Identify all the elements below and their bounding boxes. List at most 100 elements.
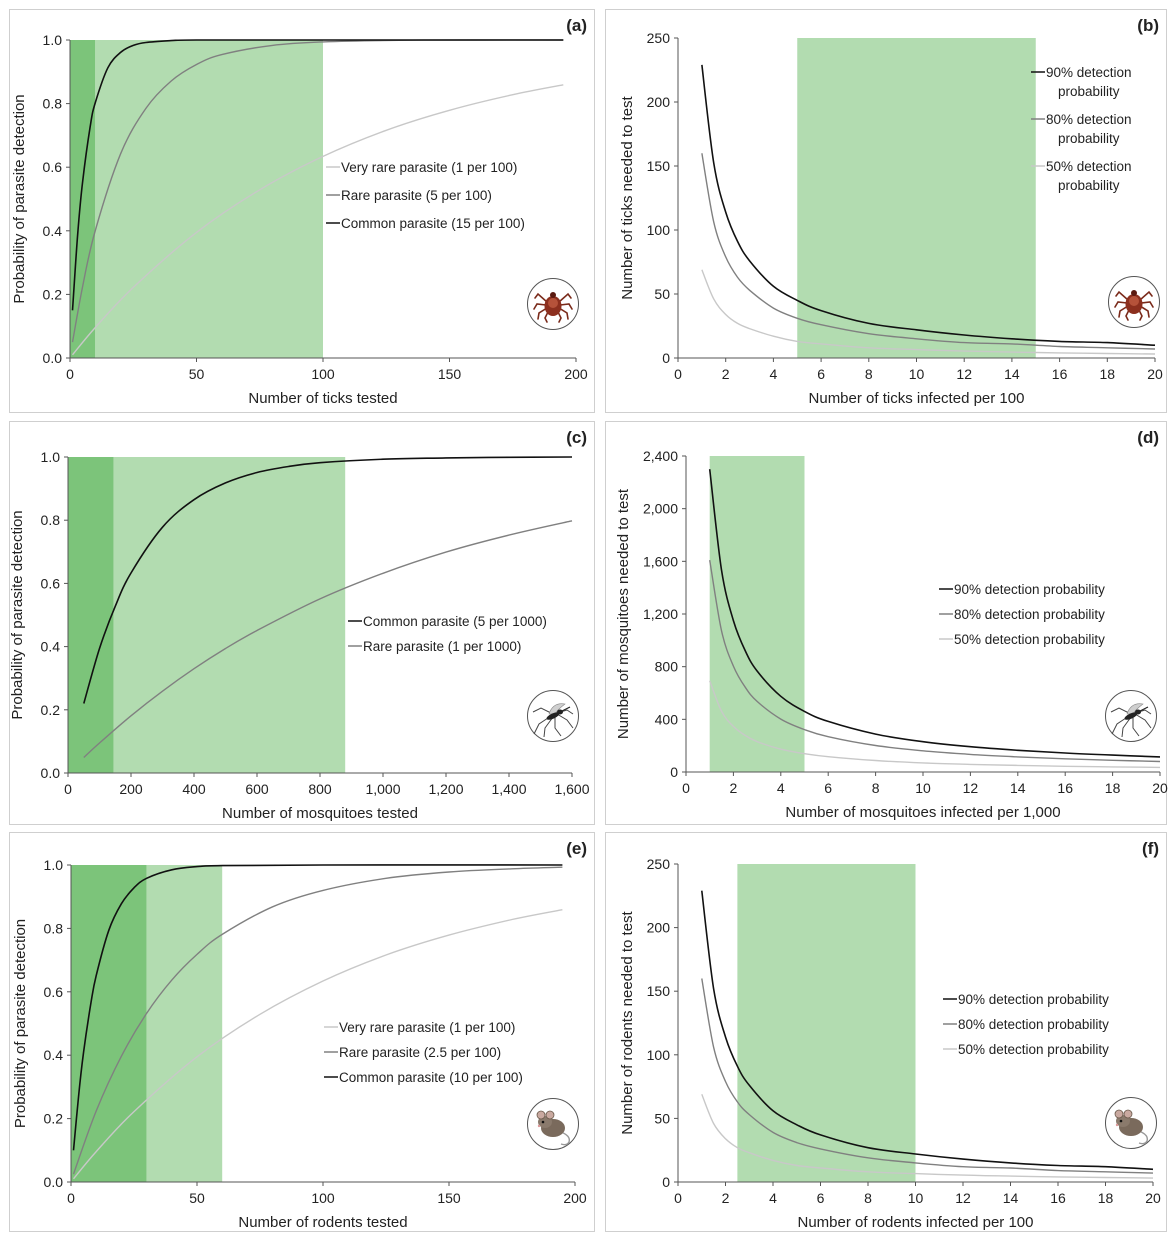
y-tick-label: 400 bbox=[655, 711, 679, 727]
y-tick-label: 0.2 bbox=[41, 702, 61, 718]
panel-label: (a) bbox=[566, 16, 587, 35]
y-tick-label: 0.2 bbox=[43, 286, 63, 302]
legend-entry: Rare parasite (5 per 100) bbox=[341, 188, 492, 203]
y-tick-label: 1,200 bbox=[643, 606, 678, 622]
shaded-region-f-0 bbox=[737, 864, 916, 1182]
series-line-b-2 bbox=[701, 269, 1156, 355]
y-tick-label: 0 bbox=[670, 764, 678, 780]
y-tick-label: 0.0 bbox=[43, 350, 63, 366]
panel-label: (e) bbox=[566, 839, 587, 858]
y-tick-label: 0.6 bbox=[41, 575, 61, 591]
y-tick-label: 50 bbox=[654, 1110, 670, 1126]
y-tick-label: 0.4 bbox=[44, 1047, 64, 1063]
legend-entry-line: probability bbox=[1058, 84, 1120, 99]
x-tick-label: 2 bbox=[730, 780, 738, 796]
shaded-region-a-1 bbox=[95, 40, 323, 358]
y-tick-label: 1,600 bbox=[643, 553, 678, 569]
series-line-c-1 bbox=[83, 520, 573, 759]
x-tick-label: 8 bbox=[872, 780, 880, 796]
series-line-d-1 bbox=[709, 559, 1161, 763]
y-tick-label: 50 bbox=[654, 286, 670, 302]
y-tick-label: 0.4 bbox=[41, 639, 61, 655]
y-axis-label: Number of rodents needed to test bbox=[619, 910, 636, 1134]
chart-a: 0 50 100 150 200 0.0 0.2 0.4 0.6 0.8 1.0 Number of … bbox=[11, 16, 588, 407]
shaded-region-d-0 bbox=[709, 456, 805, 772]
x-tick-label: 20 bbox=[1145, 1190, 1161, 1206]
legend-entry: Very rare parasite (1 per 100) bbox=[339, 1020, 515, 1035]
series-line-c-0 bbox=[83, 456, 573, 704]
y-axis-label: Probability of parasite detection bbox=[12, 919, 29, 1128]
x-tick-label: 14 bbox=[1004, 366, 1020, 382]
y-tick-label: 0 bbox=[662, 1174, 670, 1190]
panel-d bbox=[605, 421, 1167, 825]
x-tick-label: 8 bbox=[864, 1190, 872, 1206]
x-tick-label: 14 bbox=[1010, 780, 1026, 796]
legend-entry: Very rare parasite (1 per 100) bbox=[341, 160, 517, 175]
x-tick-label: 200 bbox=[119, 781, 143, 797]
x-axis-label: Number of mosquitoes infected per 1,000 bbox=[785, 804, 1060, 821]
x-tick-label: 2 bbox=[722, 366, 730, 382]
x-tick-label: 16 bbox=[1057, 780, 1073, 796]
y-tick-label: 100 bbox=[647, 1047, 671, 1063]
series-line-b-0 bbox=[701, 64, 1156, 346]
y-tick-label: 1.0 bbox=[41, 449, 61, 465]
x-tick-label: 12 bbox=[955, 1190, 971, 1206]
y-tick-label: 0.6 bbox=[44, 984, 64, 1000]
legend-entry: 50% detection probability bbox=[954, 632, 1105, 647]
x-tick-label: 16 bbox=[1050, 1190, 1066, 1206]
x-axis-label: Number of rodents tested bbox=[238, 1214, 407, 1231]
x-tick-label: 10 bbox=[908, 1190, 924, 1206]
mosquito-icon bbox=[527, 690, 579, 742]
x-tick-label: 12 bbox=[956, 366, 972, 382]
x-tick-label: 600 bbox=[245, 781, 269, 797]
x-tick-label: 18 bbox=[1098, 1190, 1114, 1206]
legend-entry: Rare parasite (1 per 1000) bbox=[363, 639, 521, 654]
x-tick-label: 0 bbox=[67, 1190, 75, 1206]
x-tick-label: 6 bbox=[817, 366, 825, 382]
y-tick-label: 200 bbox=[647, 920, 671, 936]
panel-label: (d) bbox=[1137, 428, 1159, 447]
legend-entry: Common parasite (15 per 100) bbox=[341, 216, 525, 231]
y-tick-label: 1.0 bbox=[44, 857, 64, 873]
x-tick-label: 1,200 bbox=[428, 781, 463, 797]
x-tick-label: 150 bbox=[437, 1190, 461, 1206]
y-tick-label: 250 bbox=[647, 30, 671, 46]
legend-entry: 50% detection probability bbox=[958, 1042, 1109, 1057]
x-tick-label: 0 bbox=[682, 780, 690, 796]
x-tick-label: 10 bbox=[915, 780, 931, 796]
x-tick-label: 1,400 bbox=[491, 781, 526, 797]
y-tick-label: 0.8 bbox=[44, 920, 64, 936]
x-tick-label: 200 bbox=[564, 366, 588, 382]
y-tick-label: 200 bbox=[647, 94, 671, 110]
legend-entry-line: 90% detection bbox=[1046, 65, 1132, 80]
x-tick-label: 50 bbox=[189, 1190, 205, 1206]
y-tick-label: 0.4 bbox=[43, 223, 63, 239]
y-axis-label: Number of mosquitoes needed to test bbox=[615, 488, 632, 739]
legend-entry: Rare parasite (2.5 per 100) bbox=[339, 1045, 501, 1060]
series-line-d-2 bbox=[709, 680, 1161, 769]
legend-entry: 80% detection probability bbox=[1046, 112, 1132, 146]
y-tick-label: 100 bbox=[647, 222, 671, 238]
x-tick-label: 0 bbox=[674, 366, 682, 382]
x-tick-label: 50 bbox=[189, 366, 205, 382]
legend-entry: Common parasite (5 per 1000) bbox=[363, 614, 547, 629]
y-tick-label: 0.8 bbox=[43, 96, 63, 112]
y-tick-label: 1.0 bbox=[43, 32, 63, 48]
x-tick-label: 150 bbox=[438, 366, 462, 382]
shaded-region-a-0 bbox=[70, 40, 96, 358]
legend-entry-line: probability bbox=[1058, 131, 1120, 146]
x-tick-label: 100 bbox=[311, 366, 335, 382]
x-tick-label: 2 bbox=[722, 1190, 730, 1206]
chart-e: 0 50 100 150 200 0.0 0.2 0.4 0.6 0.8 1.0 Number of … bbox=[12, 839, 587, 1231]
x-axis-label: Number of mosquitoes tested bbox=[222, 805, 418, 822]
x-axis-label: Number of rodents infected per 100 bbox=[798, 1214, 1034, 1231]
legend-entry: 50% detection probability bbox=[1046, 159, 1132, 193]
x-tick-label: 10 bbox=[909, 366, 925, 382]
legend-entry: 90% detection probability bbox=[954, 582, 1105, 597]
x-tick-label: 100 bbox=[311, 1190, 335, 1206]
x-tick-label: 0 bbox=[64, 781, 72, 797]
legend-entry-line: 50% detection bbox=[1046, 159, 1132, 174]
y-tick-label: 250 bbox=[647, 856, 671, 872]
